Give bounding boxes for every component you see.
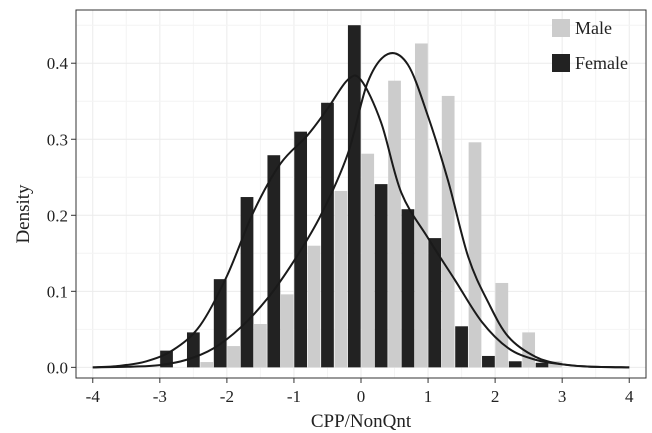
x-tick-label: -4 — [86, 387, 101, 406]
bar-male-7 — [361, 153, 375, 368]
bar-male-4 — [280, 294, 294, 368]
plot-border — [75, 9, 647, 379]
bar-female-6 — [321, 102, 334, 368]
x-tick-label: 4 — [625, 387, 634, 406]
legend-label-female: Female — [575, 53, 628, 73]
bar-female-12 — [482, 355, 495, 368]
legend-label-male: Male — [575, 18, 612, 38]
y-tick-label: 0.2 — [47, 206, 68, 225]
bar-male-10 — [441, 95, 455, 368]
bar-male-12 — [495, 282, 509, 368]
x-axis-ticks: -4 -3 -2 -1 0 1 2 3 4 — [86, 378, 634, 406]
density-curve-1 — [92, 52, 630, 369]
bar-female-11 — [455, 326, 468, 368]
bar-male-11 — [468, 142, 482, 368]
legend-swatch-male — [552, 19, 570, 37]
y-axis-ticks: 0.0 0.1 0.2 0.3 0.4 — [47, 54, 76, 377]
bar-female-13 — [508, 361, 522, 368]
x-tick-label: 3 — [558, 387, 567, 406]
x-tick-label: -3 — [153, 387, 167, 406]
bar-female-3 — [240, 197, 254, 368]
bar-male-1 — [200, 362, 214, 368]
legend-swatch-female — [552, 54, 570, 72]
density-curve-0 — [92, 74, 630, 369]
bar-female-9 — [401, 209, 415, 368]
bar-male-8 — [388, 80, 401, 368]
bar-male-5 — [307, 245, 321, 368]
bar-female-10 — [428, 238, 442, 368]
bar-male-3 — [254, 324, 267, 368]
bar-female-2 — [213, 279, 227, 368]
x-tick-label: 2 — [491, 387, 500, 406]
y-tick-label: 0.4 — [47, 54, 69, 73]
bar-female-14 — [535, 362, 549, 368]
bar-male-6 — [334, 190, 348, 368]
bar-male-2 — [227, 346, 240, 368]
x-tick-label: -1 — [287, 387, 301, 406]
x-tick-label: 0 — [357, 387, 366, 406]
y-tick-label: 0.1 — [47, 282, 68, 301]
histogram-bars — [160, 25, 562, 368]
y-axis-title: Density — [13, 184, 34, 244]
y-tick-label: 0.3 — [47, 130, 68, 149]
x-tick-label: 1 — [424, 387, 433, 406]
y-tick-label: 0.0 — [47, 358, 68, 377]
x-tick-label: -2 — [220, 387, 234, 406]
bar-male-9 — [414, 43, 428, 368]
bar-female-4 — [267, 155, 281, 368]
legend: Male Female — [552, 18, 628, 73]
bar-female-8 — [374, 184, 388, 368]
density-curves — [92, 52, 630, 369]
x-axis-title: CPP/NonQnt — [311, 411, 412, 432]
bar-female-7 — [347, 25, 361, 368]
